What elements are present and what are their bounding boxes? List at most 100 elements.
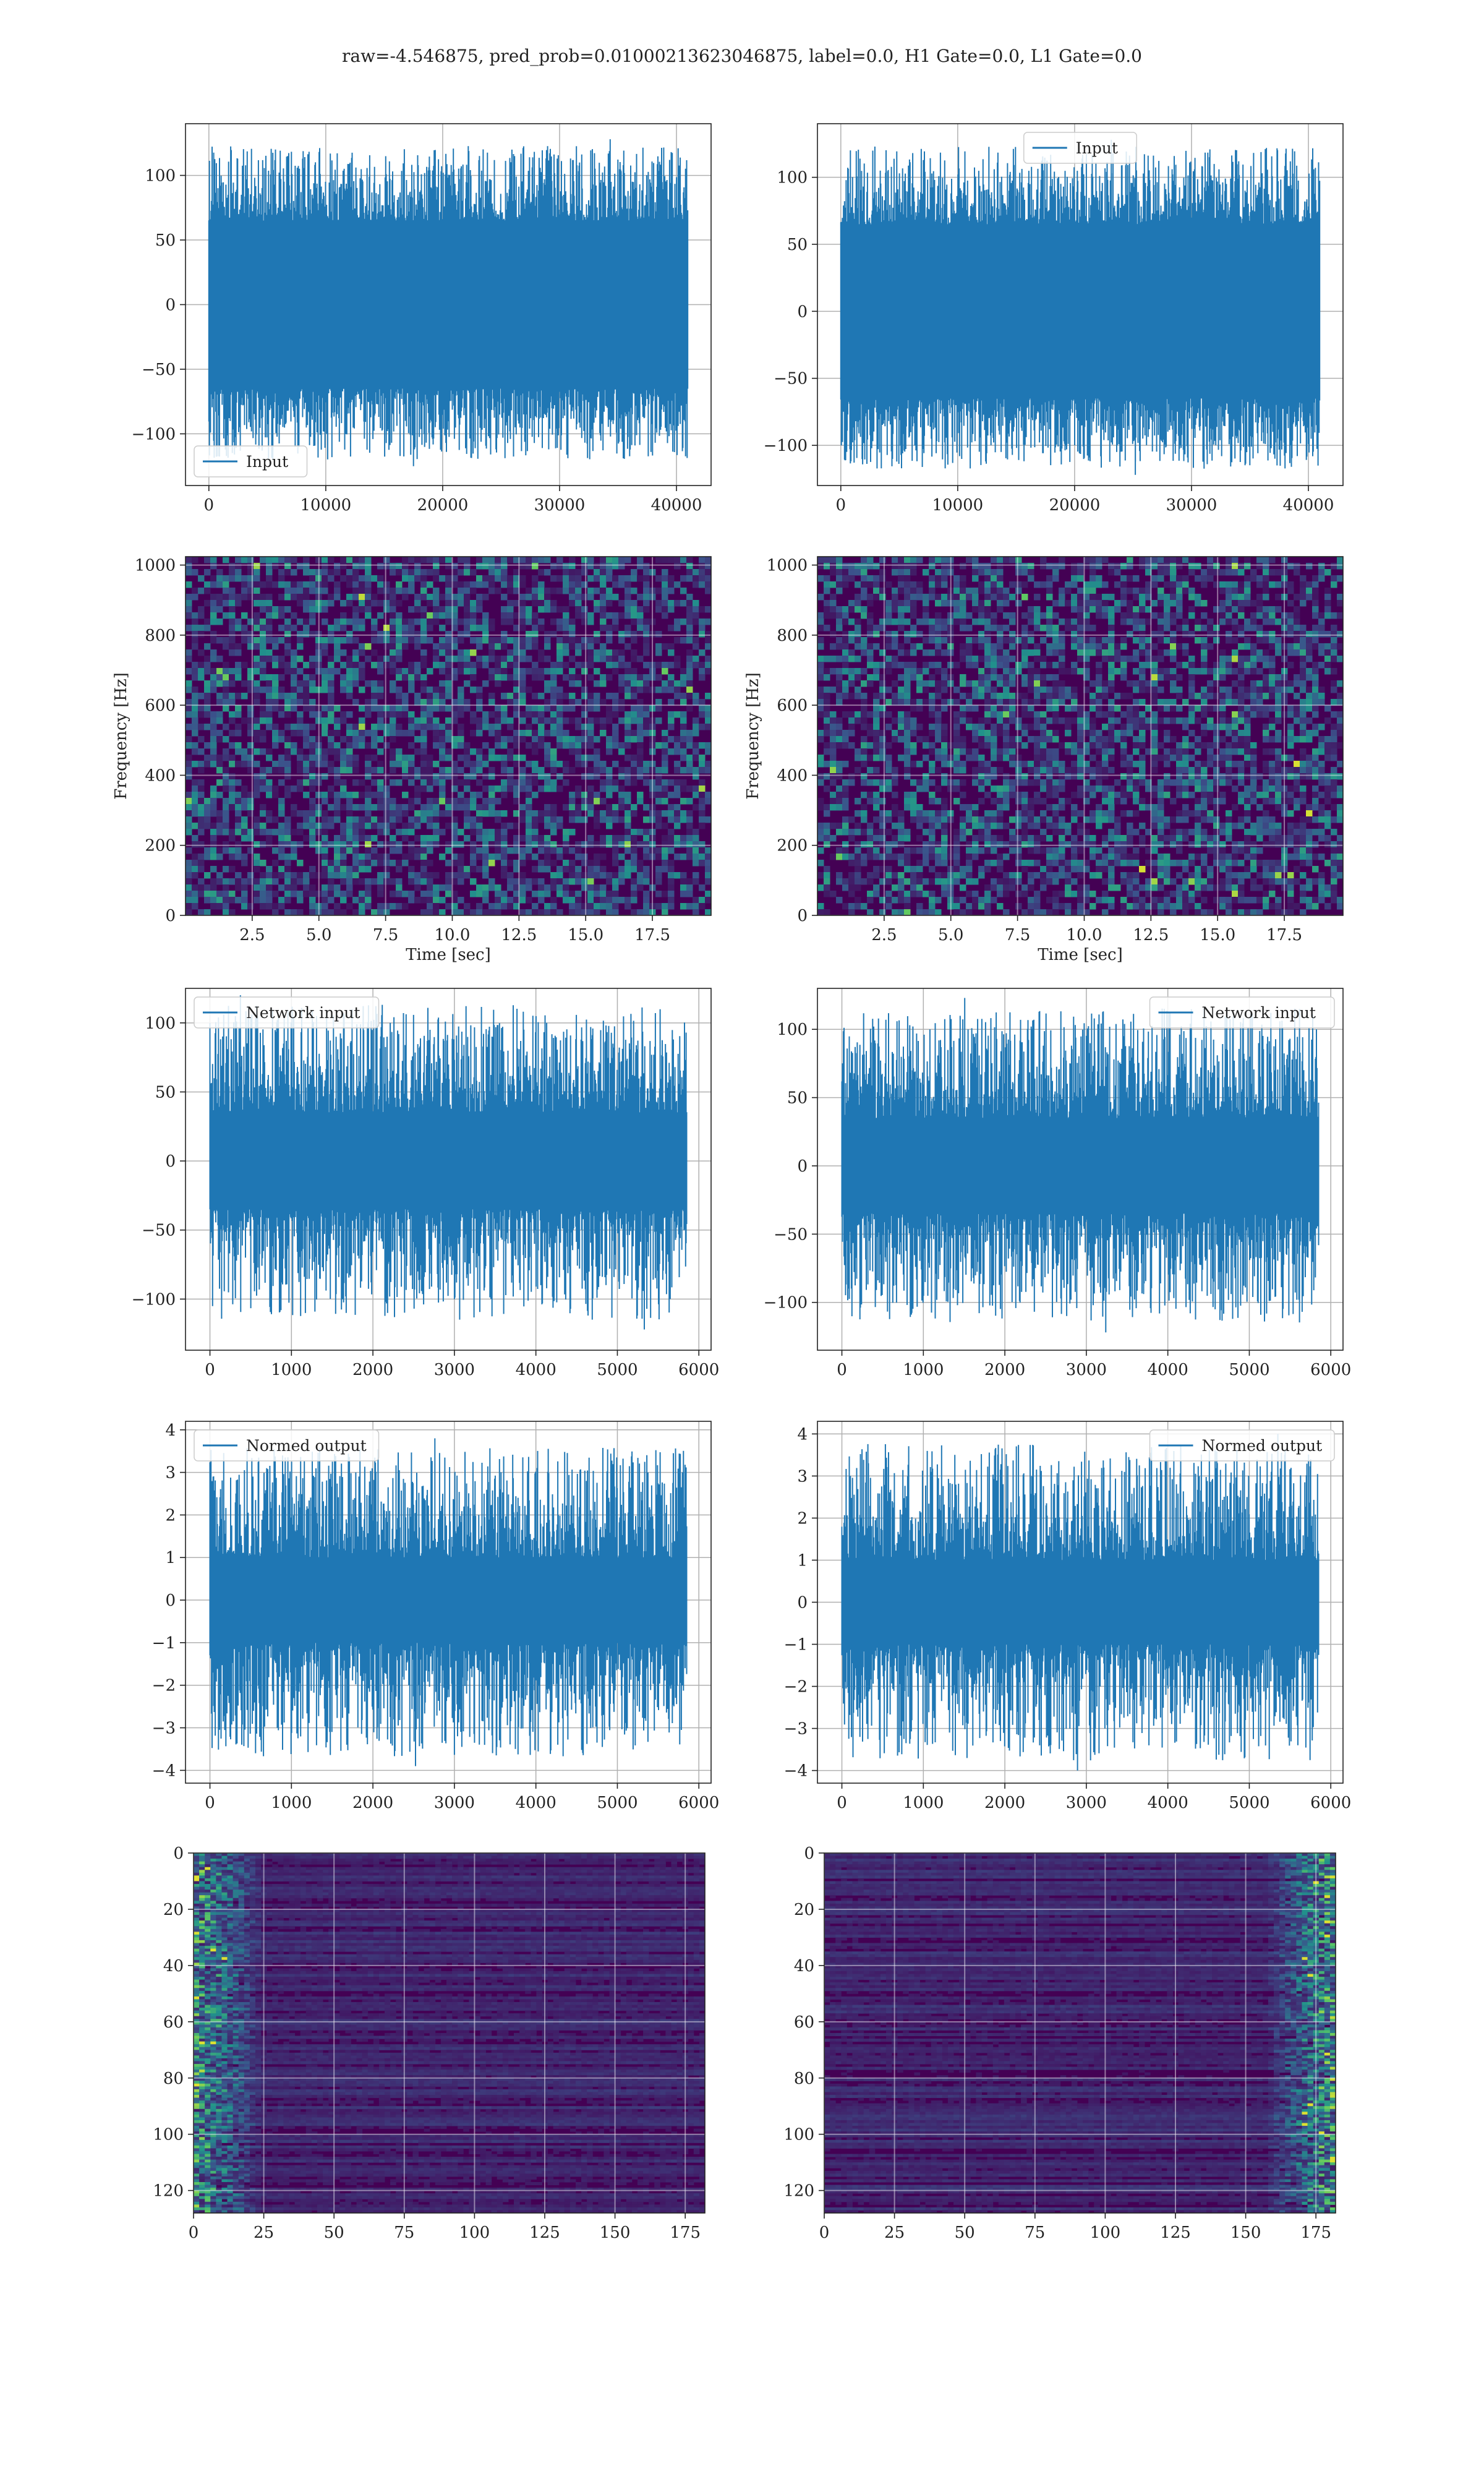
heatmap-cell — [668, 643, 675, 650]
heatmap-cell — [538, 668, 545, 675]
heatmap-cell — [346, 866, 353, 873]
heatmap-cell — [272, 699, 279, 706]
heatmap-cell — [668, 847, 675, 854]
heatmap-cell — [198, 724, 205, 730]
heatmap-cell — [451, 816, 458, 823]
heatmap-cell — [328, 699, 335, 706]
heatmap-cell — [495, 903, 501, 910]
heatmap-cell — [526, 841, 532, 848]
heatmap-cell — [390, 687, 396, 693]
heatmap-cell — [458, 618, 464, 625]
heatmap-cell — [346, 891, 353, 897]
heatmap-cell — [198, 878, 205, 885]
heatmap-cell — [1337, 724, 1343, 730]
heatmap-cell — [198, 631, 205, 638]
heatmap-cell — [1269, 680, 1276, 687]
heatmap-cell — [420, 779, 427, 786]
heatmap-cell — [476, 563, 483, 570]
heatmap-cell — [916, 699, 923, 706]
heatmap-cell — [297, 897, 304, 904]
heatmap-cell — [873, 563, 880, 570]
heatmap-cell — [303, 631, 310, 638]
heatmap-cell — [693, 897, 699, 904]
heatmap-cell — [439, 557, 446, 563]
heatmap-cell — [334, 563, 341, 570]
heatmap-cell — [935, 693, 942, 700]
heatmap-cell — [427, 798, 433, 805]
heatmap-cell — [873, 674, 880, 681]
heatmap-cell — [1256, 625, 1263, 631]
heatmap-cell — [210, 841, 217, 848]
heatmap-cell — [192, 823, 198, 829]
heatmap-cell — [526, 878, 532, 885]
heatmap-cell — [1331, 563, 1337, 570]
heatmap-cell — [371, 680, 378, 687]
heatmap-cell — [210, 829, 217, 836]
heatmap-cell — [563, 705, 569, 712]
heatmap-cell — [1096, 668, 1102, 675]
heatmap-cell — [947, 612, 954, 619]
heatmap-cell — [1021, 662, 1028, 669]
heatmap-cell — [272, 637, 279, 644]
heatmap-cell — [1219, 618, 1226, 625]
heatmap-cell — [1120, 674, 1127, 681]
heatmap-cell — [433, 705, 440, 712]
heatmap-cell — [867, 575, 874, 582]
heatmap-cell — [322, 847, 328, 854]
heatmap-cell — [476, 687, 483, 693]
heatmap-cell — [1071, 693, 1078, 700]
heatmap-cell — [612, 649, 619, 656]
heatmap-cell — [322, 860, 328, 867]
heatmap-cell — [1182, 557, 1189, 563]
heatmap-cell — [575, 847, 582, 854]
heatmap-cell — [1275, 637, 1282, 644]
heatmap-cell — [1059, 693, 1065, 700]
heatmap-cell — [272, 736, 279, 743]
heatmap-cell — [830, 594, 837, 601]
heatmap-cell — [365, 897, 372, 904]
heatmap-cell — [637, 680, 644, 687]
heatmap-cell — [1102, 612, 1109, 619]
heatmap-cell — [855, 643, 861, 650]
heatmap-cell — [1127, 656, 1133, 662]
heatmap-cell — [960, 742, 966, 749]
heatmap-cell — [303, 600, 310, 607]
heatmap-cell — [873, 594, 880, 601]
heatmap-cell — [192, 792, 198, 798]
heatmap-cell — [1151, 693, 1158, 700]
heatmap-cell — [1318, 662, 1325, 669]
heatmap-cell — [1188, 680, 1195, 687]
heatmap-cell — [1139, 631, 1146, 638]
y-tick-label: 0 — [165, 296, 176, 315]
heatmap-cell — [1294, 637, 1300, 644]
heatmap-cell — [427, 594, 433, 601]
heatmap-cell — [210, 656, 217, 662]
heatmap-cell — [488, 649, 495, 656]
heatmap-cell — [420, 606, 427, 613]
heatmap-cell — [1170, 656, 1177, 662]
heatmap-cell — [390, 767, 396, 774]
heatmap-cell — [210, 606, 217, 613]
heatmap-cell — [842, 656, 849, 662]
heatmap-cell — [649, 835, 656, 842]
heatmap-cell — [309, 662, 316, 669]
heatmap-cell — [278, 823, 285, 829]
heatmap-cell — [978, 643, 985, 650]
heatmap-cell — [606, 612, 613, 619]
heatmap-cell — [705, 643, 711, 650]
heatmap-cell — [328, 687, 335, 693]
heatmap-cell — [941, 705, 948, 712]
heatmap-cell — [476, 810, 483, 817]
heatmap-cell — [861, 668, 868, 675]
heatmap-cell — [303, 699, 310, 706]
heatmap-cell — [1201, 668, 1208, 675]
heatmap-cell — [1009, 680, 1016, 687]
heatmap-cell — [637, 767, 644, 774]
heatmap-cell — [625, 687, 631, 693]
heatmap-cell — [470, 847, 477, 854]
heatmap-cell — [488, 804, 495, 811]
heatmap-cell — [420, 854, 427, 860]
heatmap-cell — [544, 804, 551, 811]
heatmap-cell — [1201, 569, 1208, 576]
heatmap-cell — [260, 804, 267, 811]
